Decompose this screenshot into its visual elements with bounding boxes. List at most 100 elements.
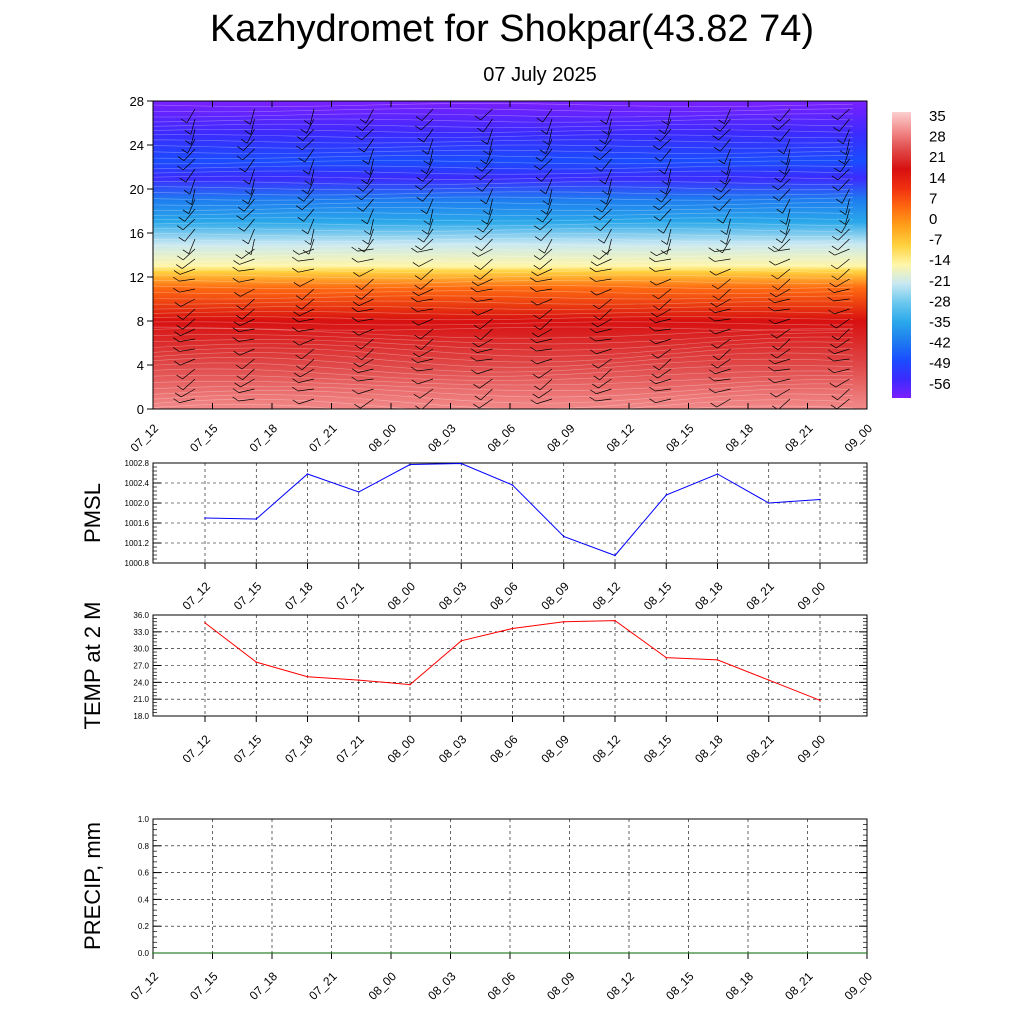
- wind-barb: [358, 388, 374, 395]
- contour-line: [153, 346, 854, 363]
- wind-barb-flag: [772, 185, 779, 191]
- wind-barb: [301, 288, 315, 300]
- x-tick-label: 08_09: [544, 969, 578, 1003]
- contour-line: [153, 160, 854, 165]
- contour-line: [153, 316, 854, 321]
- y-tick-label: 0.6: [138, 869, 150, 878]
- wind-barb: [540, 228, 553, 241]
- wind-barb: [542, 108, 553, 123]
- wind-barb: [299, 368, 315, 378]
- wind-barb: [184, 208, 196, 222]
- wind-barb-flag: [592, 383, 599, 389]
- wind-barb: [241, 248, 255, 259]
- wind-barb-flag: [351, 317, 358, 322]
- x-tick-label: 08_06: [487, 732, 521, 766]
- x-tick-label: 07_21: [306, 969, 340, 1003]
- wind-barb-flag: [414, 275, 422, 280]
- wind-barb-flag: [357, 207, 364, 212]
- wind-barb: [477, 278, 493, 287]
- wind-barb-flag: [414, 334, 421, 340]
- wind-barb: [238, 388, 255, 393]
- wind-barb-flag: [174, 302, 182, 307]
- wind-barb-flag: [304, 120, 311, 125]
- wind-barb-flag: [232, 266, 239, 272]
- wind-barb-flag: [595, 167, 602, 172]
- wind-barb-flag: [768, 298, 775, 303]
- wind-barb-flag: [715, 187, 722, 193]
- colorbar-label: 21: [929, 149, 946, 166]
- wind-barb-flag: [768, 319, 775, 325]
- wind-barb-flag: [295, 205, 303, 210]
- wind-barb: [242, 308, 255, 320]
- wind-barb: [481, 238, 493, 251]
- line-panel-2: 18.0 21.0 24.0 27.0 30.0 33.0 36.0 07_12 07_15 07…: [80, 602, 868, 766]
- wind-barb-flag: [295, 295, 303, 300]
- wind-barb-flag: [830, 343, 837, 349]
- wind-barb: [185, 168, 196, 183]
- wind-barb-flag: [354, 344, 362, 350]
- contour-line: [153, 181, 854, 185]
- wind-barb: [664, 118, 672, 134]
- wind-barb-flag: [355, 135, 362, 141]
- y-tick-label: 1.0: [138, 815, 150, 824]
- wind-barb-flag: [529, 287, 537, 292]
- wind-barb-flag: [235, 364, 243, 370]
- wind-barb-flag: [244, 190, 252, 195]
- wind-barb-flag: [232, 337, 239, 342]
- contour-line: [153, 196, 854, 201]
- wind-barb-flag: [362, 159, 369, 165]
- wind-barb: [180, 358, 196, 366]
- wind-barb-flag: [177, 165, 184, 171]
- wind-barb-flag: [780, 220, 787, 225]
- contour-line: [153, 383, 854, 398]
- wind-barb-flag: [533, 165, 541, 170]
- wind-barb: [242, 368, 255, 381]
- wind-barb-flag: [654, 157, 661, 162]
- data-point: [665, 494, 668, 496]
- x-tick-label: 08_00: [385, 732, 419, 766]
- wind-barb-flag: [293, 282, 301, 287]
- wind-barb: [716, 398, 731, 408]
- wind-barb-flag: [832, 186, 839, 191]
- wind-barb-flag: [531, 332, 539, 338]
- temperature-field: [153, 101, 867, 409]
- wind-barb: [479, 378, 493, 389]
- wind-barb: [833, 368, 850, 374]
- wind-barb-flag: [355, 195, 362, 200]
- wind-barb: [183, 248, 196, 261]
- wind-barb: [845, 198, 850, 215]
- wind-barb: [785, 208, 791, 225]
- wind-barb-flag: [355, 285, 362, 290]
- wind-barb: [481, 158, 493, 172]
- wind-barb-flag: [601, 130, 609, 135]
- wind-barb-flag: [476, 187, 483, 192]
- contour-line: [153, 227, 854, 232]
- wind-barb-flag: [649, 257, 656, 263]
- wind-barb: [488, 198, 493, 215]
- wind-barb: [843, 128, 850, 144]
- contour-line: [153, 149, 854, 154]
- wind-barb-flag: [174, 392, 182, 398]
- wind-barb-flag: [839, 210, 846, 215]
- wind-barb: [780, 168, 791, 183]
- wind-barb: [183, 148, 196, 161]
- wind-barb-flag: [659, 189, 667, 195]
- wind-barb: [839, 158, 850, 173]
- wind-barb-flag: [589, 336, 596, 342]
- data-point: [255, 518, 258, 520]
- wind-barb: [836, 338, 850, 349]
- wind-barb: [308, 158, 315, 175]
- wind-barb-flag: [594, 226, 601, 231]
- wind-barb-flag: [472, 342, 479, 348]
- wind-barb: [421, 238, 434, 251]
- wind-barb: [837, 388, 850, 401]
- data-point: [568, 952, 571, 954]
- wind-barb-flag: [649, 379, 656, 385]
- wind-barb: [774, 298, 791, 303]
- wind-barb-flag: [351, 246, 358, 252]
- wind-barb: [844, 148, 850, 165]
- contour-line: [153, 374, 854, 386]
- contour-line: [153, 357, 854, 373]
- wind-barb-flag: [777, 149, 785, 155]
- wind-barb-flag: [172, 347, 180, 352]
